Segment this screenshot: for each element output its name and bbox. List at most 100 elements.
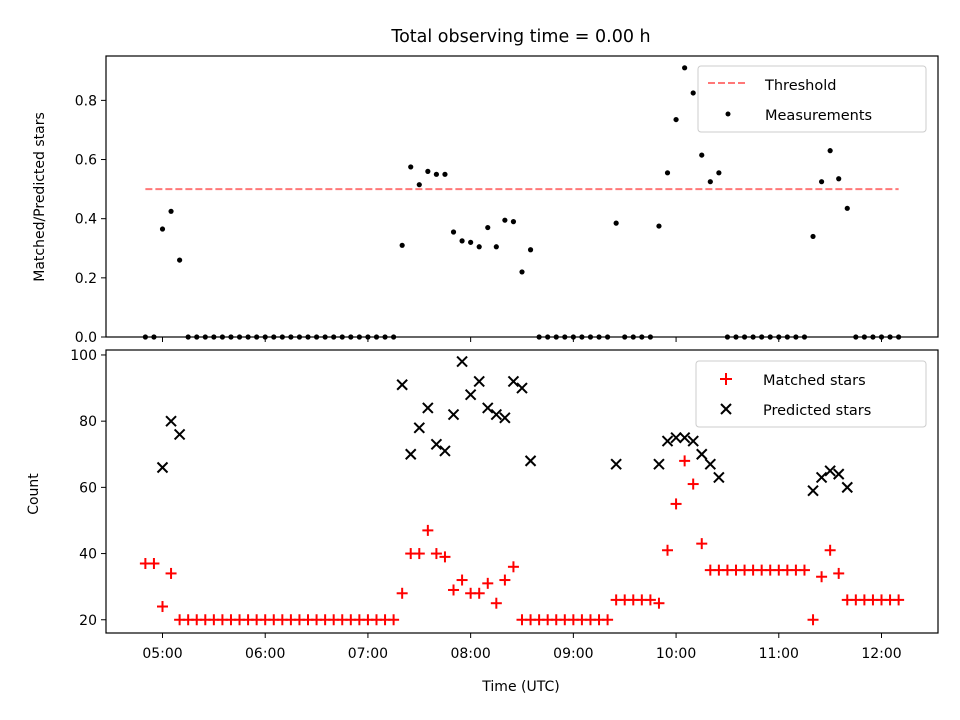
legend-measurements-swatch <box>725 111 731 117</box>
measurement-point <box>519 269 525 275</box>
measurement-point <box>682 65 688 71</box>
predicted-star-point <box>413 422 425 434</box>
measurement-point <box>510 219 517 225</box>
bottom-x-tick-label: 08:00 <box>450 646 490 662</box>
measurement-points-layer <box>142 65 902 340</box>
legend-measurements-label: Measurements <box>765 108 872 124</box>
matched-star-point <box>499 574 511 586</box>
matched-star-point <box>824 544 836 556</box>
matched-star-point <box>653 597 665 609</box>
bottom-x-ticks: 05:00 06:00 07:00 08:00 09:00 10:00 11:00 12:00 <box>142 633 902 662</box>
predicted-star-point <box>661 435 674 447</box>
measurement-point <box>425 168 431 174</box>
bottom-y-ticks: 20 40 60 80 100 <box>70 348 106 629</box>
measurement-point <box>827 148 833 154</box>
bottom-x-tick-label: 12:00 <box>861 646 901 662</box>
measurement-point <box>527 247 534 253</box>
predicted-star-point <box>396 379 408 391</box>
matched-star-point <box>833 567 845 579</box>
count-points-layer <box>139 355 905 626</box>
measurement-point <box>673 116 679 123</box>
matched-star-point <box>602 614 614 626</box>
measurement-point <box>168 208 174 214</box>
predicted-star-point <box>447 408 460 421</box>
measurement-point <box>399 242 405 248</box>
top-plot-frame <box>105 55 939 338</box>
bottom-x-tick-label: 10:00 <box>656 646 696 662</box>
predicted-star-point <box>696 448 708 460</box>
predicted-star-point <box>430 438 443 451</box>
matched-star-point <box>687 478 699 490</box>
bottom-y-tick-label: 20 <box>79 613 97 629</box>
matched-star-point <box>490 597 502 609</box>
matched-star-point <box>696 538 708 550</box>
matched-star-point <box>388 614 400 626</box>
predicted-star-point <box>464 388 477 401</box>
matched-star-point <box>422 524 434 536</box>
matched-star-point <box>816 571 828 583</box>
bottom-y-axis-label: Count <box>26 473 42 515</box>
matched-star-point <box>807 614 819 626</box>
predicted-star-point <box>524 455 537 467</box>
bottom-legend: Matched stars Predicted stars <box>695 360 927 428</box>
bottom-legend-box <box>695 360 927 428</box>
predicted-star-point <box>482 402 494 414</box>
predicted-star-point <box>807 484 819 497</box>
measurement-point <box>459 238 465 244</box>
legend-matched-swatch <box>720 373 732 385</box>
predicted-star-point <box>610 458 622 470</box>
legend-matched-label: Matched stars <box>763 373 866 389</box>
bottom-plot-frame <box>105 349 939 634</box>
predicted-star-point <box>815 471 828 484</box>
predicted-star-point <box>833 468 845 480</box>
predicted-star-point <box>653 458 665 470</box>
bottom-y-tick-label: 40 <box>79 547 97 563</box>
predicted-star-point <box>473 375 485 388</box>
legend-predicted-swatch <box>720 403 732 415</box>
top-panel: Total observing time = 0.00 h Matched/Pr… <box>32 27 939 346</box>
predicted-star-point <box>824 465 836 477</box>
measurement-point <box>690 90 696 96</box>
measurement-point <box>442 171 448 177</box>
matched-star-point <box>893 594 905 606</box>
legend-threshold-label: Threshold <box>764 78 836 94</box>
matched-star-point <box>456 574 468 586</box>
top-title: Total observing time = 0.00 h <box>390 27 650 47</box>
measurement-point <box>699 152 705 158</box>
measurement-point <box>433 171 440 177</box>
predicted-star-point <box>165 415 177 427</box>
measurement-point <box>502 217 508 223</box>
bottom-x-tick-label: 07:00 <box>348 646 388 662</box>
top-y-tick-label: 0.2 <box>75 271 97 287</box>
measurement-point <box>493 244 499 250</box>
measurement-point <box>468 239 474 245</box>
matched-star-point <box>165 567 177 579</box>
predicted-star-point <box>704 458 717 470</box>
bottom-x-tick-label: 05:00 <box>142 646 182 662</box>
matched-star-point <box>430 548 442 560</box>
matched-star-point <box>670 498 682 510</box>
measurement-point <box>716 170 722 176</box>
matched-star-point <box>662 544 674 556</box>
measurement-point <box>485 224 491 231</box>
bottom-x-tick-label: 11:00 <box>759 646 799 662</box>
predicted-star-point <box>439 445 451 457</box>
top-y-tick-label: 0.0 <box>75 330 97 346</box>
matched-star-point <box>798 564 810 576</box>
measurement-point <box>810 233 816 240</box>
bottom-x-tick-label: 09:00 <box>553 646 593 662</box>
predicted-star-point <box>670 432 682 444</box>
matched-star-point <box>473 587 485 599</box>
measurement-point <box>450 229 457 235</box>
measurement-point <box>476 244 482 250</box>
top-y-tick-label: 0.6 <box>75 153 97 169</box>
matched-star-point <box>679 455 691 467</box>
bottom-y-tick-label: 100 <box>70 348 97 364</box>
matched-star-point <box>148 557 160 569</box>
predicted-star-point <box>507 375 520 388</box>
legend-predicted-label: Predicted stars <box>763 403 871 419</box>
matched-star-point <box>507 561 519 573</box>
measurement-point <box>844 205 850 211</box>
predicted-star-point <box>156 461 169 474</box>
